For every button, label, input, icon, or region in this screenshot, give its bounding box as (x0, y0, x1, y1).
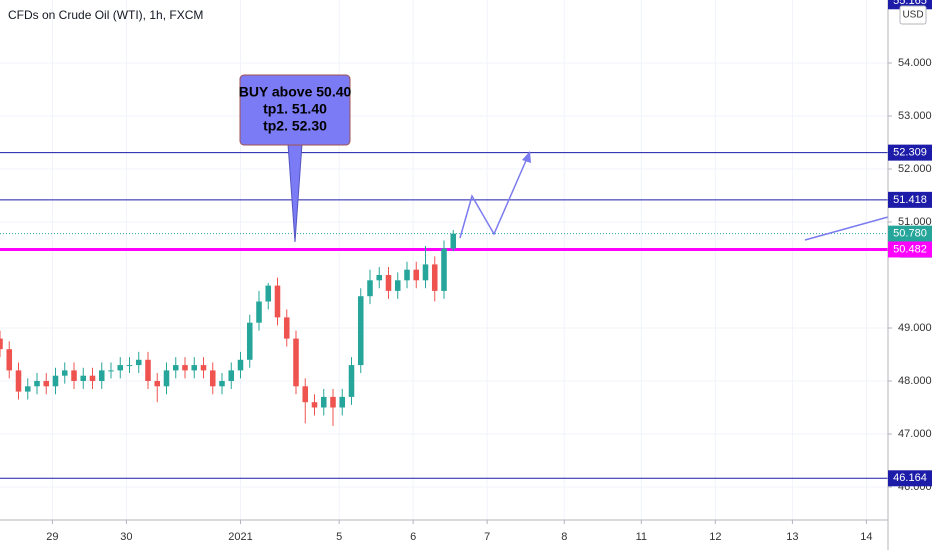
level-label: 52.309 (893, 147, 927, 159)
level-label-bg (888, 470, 932, 487)
candle-body (413, 269, 420, 281)
candle-body (357, 296, 364, 366)
candle-body (6, 349, 13, 371)
level-label-bg (888, 241, 932, 258)
chart-title: CFDs on Crude Oil (WTI), 1h, FXCM (8, 8, 203, 22)
level-label: 55.165 (893, 0, 927, 7)
axis: 46.00047.00048.00049.00051.00052.00053.0… (46, 0, 932, 543)
level-label-bg (888, 144, 932, 161)
level-label: 46.164 (893, 472, 927, 484)
y-tick-label: 48.000 (898, 375, 932, 387)
x-tick-label: 7 (484, 531, 490, 543)
candle-body (237, 359, 244, 371)
candle-body (320, 396, 327, 408)
x-tick-label: 13 (786, 531, 798, 543)
candles (0, 229, 457, 427)
candle-body (117, 365, 124, 371)
candle-body (163, 370, 170, 387)
y-tick-label: 51.000 (898, 216, 932, 228)
candle-body (80, 375, 87, 381)
candle-body (404, 269, 410, 281)
x-tick-label: 2021 (228, 531, 252, 543)
candle-body (256, 301, 262, 323)
candle-body (376, 274, 383, 281)
level-label: 51.418 (893, 194, 927, 206)
candle-body (154, 380, 161, 387)
y-tick-label: 54.000 (898, 57, 932, 69)
candle-body (34, 380, 40, 387)
x-tick-label: 29 (46, 531, 58, 543)
candle-body (422, 264, 429, 281)
x-tick-label: 6 (410, 531, 416, 543)
level-label: 50.780 (893, 228, 927, 240)
candle-body (394, 280, 401, 291)
candle-body (339, 396, 346, 408)
candle-body (135, 359, 142, 366)
y-tick-label: 52.000 (898, 163, 932, 175)
callout-text: BUY above 50.40 (239, 84, 352, 100)
x-tick-label: 12 (709, 531, 721, 543)
currency: USD (902, 10, 923, 21)
candle-body (191, 365, 198, 371)
x-tick-label: 11 (636, 531, 647, 543)
x-tick-label: 14 (860, 531, 872, 543)
candle-body (228, 370, 235, 381)
candle-body (89, 375, 96, 381)
y-tick-label: 47.000 (898, 428, 932, 440)
candle-body (311, 402, 318, 408)
level-label: 50.482 (893, 243, 927, 255)
candle-body (61, 370, 68, 376)
candle-body (98, 370, 105, 381)
candle-body (145, 359, 151, 381)
candle-body (182, 365, 188, 371)
trend-line (804, 216, 889, 241)
callout-box (239, 74, 351, 146)
x-tick-label: 30 (120, 531, 132, 543)
callout-text: tp1. 51.40 (263, 101, 327, 117)
arrow-head (522, 151, 531, 163)
candle-body (219, 380, 225, 387)
candle-body (200, 365, 207, 371)
candle-body (283, 317, 290, 339)
projection-arrow (459, 155, 529, 239)
candle-body (450, 233, 457, 249)
candle-body (43, 380, 50, 387)
candle-body (71, 370, 77, 381)
candle-body (385, 274, 392, 291)
candle-body (348, 365, 355, 397)
candle-body (52, 375, 59, 387)
candle-body (293, 338, 299, 387)
x-tick-label: 8 (561, 531, 567, 543)
candle-body (330, 396, 336, 408)
candle-body (0, 338, 3, 350)
callout-text: tp2. 52.30 (263, 118, 327, 134)
candle-body (367, 280, 373, 297)
candle-body (15, 370, 22, 392)
x-tick-label: 5 (336, 531, 342, 543)
level-label-bg (888, 191, 932, 208)
level-label-bg (888, 0, 932, 10)
currency-box (899, 5, 927, 25)
level-label-bg (888, 225, 932, 242)
candle-body (108, 370, 114, 372)
candle-body (24, 386, 31, 392)
candle-body (209, 370, 216, 387)
candle-body (302, 386, 309, 403)
y-tick-label: 49.000 (898, 322, 932, 334)
candle-body (172, 365, 179, 371)
candle-body (274, 285, 281, 318)
candle-body (265, 285, 272, 302)
candle-body (246, 322, 253, 360)
candle-body (126, 365, 133, 367)
candle-body (431, 264, 438, 291)
candle-body (441, 248, 447, 291)
y-tick-label: 53.000 (898, 110, 932, 122)
